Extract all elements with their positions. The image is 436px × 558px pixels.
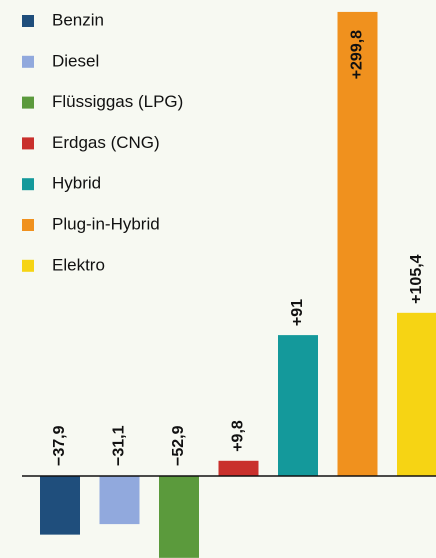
legend-swatch <box>22 219 34 231</box>
bar <box>278 335 318 476</box>
legend-label: Hybrid <box>52 174 101 193</box>
bar <box>218 460 259 476</box>
legend-swatch <box>22 137 34 150</box>
legend-swatch <box>22 55 34 68</box>
legend-swatch <box>22 96 34 109</box>
legend-label: Elektro <box>52 255 105 274</box>
legend-swatch <box>22 178 34 191</box>
bar <box>397 312 436 476</box>
legend-label: Flüssiggas (LPG) <box>52 92 183 111</box>
value-label: +105,4 <box>408 254 425 303</box>
value-label: +91 <box>289 299 306 326</box>
value-label: −52,9 <box>170 425 187 466</box>
legend-swatch <box>22 15 34 27</box>
value-label: +299,8 <box>349 30 366 79</box>
legend-label: Benzin <box>52 10 104 29</box>
value-label: +9,8 <box>230 420 247 452</box>
legend-label: Plug-in-Hybrid <box>52 214 160 233</box>
legend-swatch <box>22 259 34 272</box>
bar <box>337 11 378 476</box>
legend-label: Diesel <box>52 51 99 70</box>
bar <box>159 475 199 558</box>
bar <box>99 475 140 525</box>
legend-label: Erdgas (CNG) <box>52 133 160 152</box>
value-label: −31,1 <box>111 425 128 466</box>
value-label: −37,9 <box>51 425 68 466</box>
bar <box>40 475 80 535</box>
